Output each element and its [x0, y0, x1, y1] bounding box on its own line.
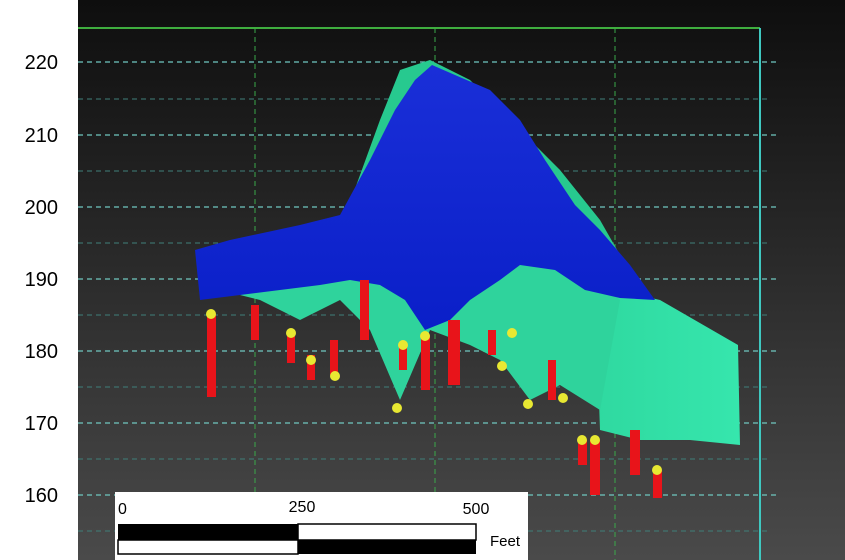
borehole: [488, 330, 496, 355]
borehole-cap: [306, 355, 316, 365]
borehole-cap: [286, 328, 296, 338]
scale-label: 500: [463, 501, 490, 518]
scale-bar: 0 250 500 Feet: [115, 492, 528, 560]
borehole-cap: [497, 361, 507, 371]
axis-label: 180: [25, 341, 58, 363]
borehole-cap: [558, 393, 568, 403]
borehole-cap: [330, 371, 340, 381]
borehole-cap: [590, 435, 600, 445]
borehole: [287, 335, 295, 363]
borehole-cap: [392, 403, 402, 413]
borehole-cap: [507, 328, 517, 338]
borehole-cap: [652, 465, 662, 475]
borehole: [207, 315, 216, 397]
borehole: [421, 335, 430, 390]
scale-unit: Feet: [490, 533, 521, 550]
scale-segment: [298, 540, 476, 554]
borehole: [448, 320, 460, 385]
borehole-cap: [206, 309, 216, 319]
borehole-cap: [577, 435, 587, 445]
scale-segment: [118, 540, 298, 554]
page: 220 210 200 190 180 170 160 0 250 500 Fe…: [0, 0, 845, 560]
scale-segment: [118, 524, 298, 540]
axis-label: 190: [25, 269, 58, 291]
scale-label: 0: [118, 501, 127, 518]
viewport-3d: 220 210 200 190 180 170 160 0 250 500 Fe…: [0, 0, 845, 560]
axis-label: 160: [25, 485, 58, 507]
borehole: [590, 440, 600, 495]
borehole: [330, 340, 338, 375]
scale-label: 250: [289, 499, 316, 516]
borehole-cap: [398, 340, 408, 350]
borehole-cap: [420, 331, 430, 341]
axis-label: 210: [25, 125, 58, 147]
axis-label: 220: [25, 52, 58, 74]
axis-label: 200: [25, 197, 58, 219]
axis-label: 170: [25, 413, 58, 435]
borehole: [630, 430, 640, 475]
borehole: [548, 360, 556, 400]
borehole: [251, 305, 259, 340]
scale-segment: [298, 524, 476, 540]
borehole-cap: [523, 399, 533, 409]
borehole: [360, 280, 369, 340]
